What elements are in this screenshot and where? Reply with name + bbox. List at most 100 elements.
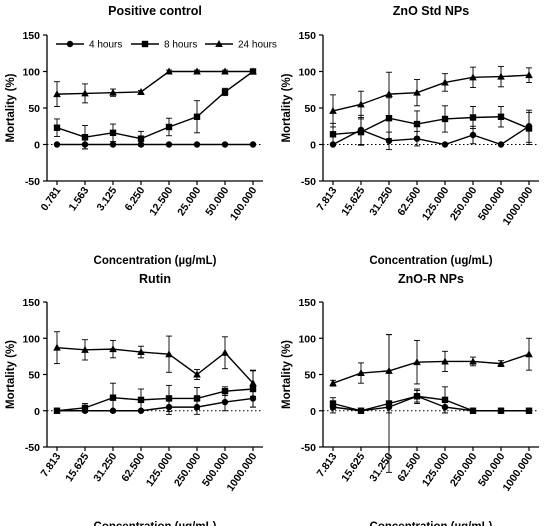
series-triangle [53,67,257,107]
data-point [81,345,89,353]
data-point [249,67,257,75]
data-point [497,141,505,148]
y-tick-label: 0 [34,140,40,152]
x-tick-label: 250.000 [172,451,204,489]
series-square [53,370,257,414]
data-point [413,393,421,400]
data-point [329,379,337,387]
data-point [525,350,533,358]
x-tick-label: 25.000 [175,185,203,218]
y-tick-label: 100 [298,333,316,345]
series-square [53,68,257,150]
data-point [165,67,173,75]
y-tick-label: 50 [28,103,40,115]
x-axis-label: Concentration (µg/mL) [94,521,217,526]
legend-marker [66,40,74,48]
data-point [165,350,173,358]
data-point [137,396,145,404]
chart-panel-3: Rutin -50 0 50 100 150 7.813 15.625 31.250 62.500… [5,272,263,526]
data-point [441,396,449,404]
data-point [109,394,117,401]
legend: 4 hours 8 hours 24 hours [56,40,277,51]
data-point [525,125,533,132]
data-point [81,134,89,141]
series-line [56,70,253,95]
data-point [81,404,89,412]
y-tick-label: 0 [310,140,316,152]
series-line [332,116,530,135]
y-axis-label: Mortality (%) [281,340,293,409]
data-point [413,358,421,366]
x-tick-label: 3.125 [95,185,120,214]
series-line [57,397,254,412]
legend-label: 24 hours [238,40,277,51]
series-line [332,125,530,146]
data-point [385,115,393,122]
x-axis-label: Concentration (µg/mL) [94,255,217,267]
data-point [109,88,117,96]
chart-title: Rutin [139,272,171,286]
y-tick-label: -50 [301,442,316,454]
x-tick-label: 15.625 [339,185,367,218]
y-tick-label: 150 [298,297,316,309]
x-tick-label: 250.000 [448,185,480,223]
data-point [53,124,61,131]
series-line [56,388,254,412]
series-line [332,353,530,384]
data-point [221,398,229,406]
data-point [469,131,477,139]
x-tick-label: 7.813 [315,451,340,480]
data-point [441,115,449,123]
x-tick-label: 125.000 [420,185,452,223]
data-point [469,114,477,121]
chart-panel-4: ZnO-R NPs -50 0 50 100 150 7.813 15.625 31.250 62… [281,272,539,526]
data-point [221,67,229,75]
data-point [469,73,477,81]
chart-panel-1: Positive control -50 0 50 100 150 0.781 1.563 3.… [5,4,277,267]
x-tick-label: 0.781 [39,185,64,214]
y-tick-label: 0 [34,406,40,418]
x-tick-label: 15.625 [63,451,91,484]
x-tick-label: 7.813 [315,185,340,214]
data-point [193,67,201,75]
x-tick-label: 1.563 [67,185,92,214]
data-point [53,407,61,414]
x-tick-label: 62.500 [119,451,147,484]
chart-title: Positive control [108,4,202,18]
y-axis-label: Mortality (%) [281,73,293,142]
data-point [413,88,421,96]
data-point [53,141,61,148]
legend-marker [141,40,149,48]
y-axis-label: Mortality (%) [5,73,17,142]
series-square [329,334,533,473]
data-point [221,141,229,148]
legend-label: 8 hours [164,40,197,51]
data-point [53,343,61,351]
data-point [137,87,145,95]
data-point [193,370,201,378]
x-tick-label: 250.000 [448,451,480,489]
series-line [332,395,529,412]
y-tick-label: 0 [310,406,316,418]
data-point [53,90,61,98]
data-point [441,141,449,148]
x-tick-label: 62.500 [395,451,423,484]
data-point [385,137,393,145]
data-point [221,348,229,356]
data-point [357,407,365,414]
y-tick-label: 150 [298,30,316,42]
data-point [329,106,337,114]
data-point [193,141,201,148]
x-tick-label: 31.250 [91,451,119,484]
data-point [385,366,393,374]
series-square [329,97,533,146]
x-axis-label: Concentration (ug/mL) [369,255,492,267]
x-tick-label: 31.250 [367,451,395,484]
data-point [193,395,201,402]
data-point [165,123,173,131]
data-point [165,141,173,148]
data-point [497,359,505,367]
chart-title: ZnO Std NPs [393,4,469,18]
data-point [109,345,117,353]
